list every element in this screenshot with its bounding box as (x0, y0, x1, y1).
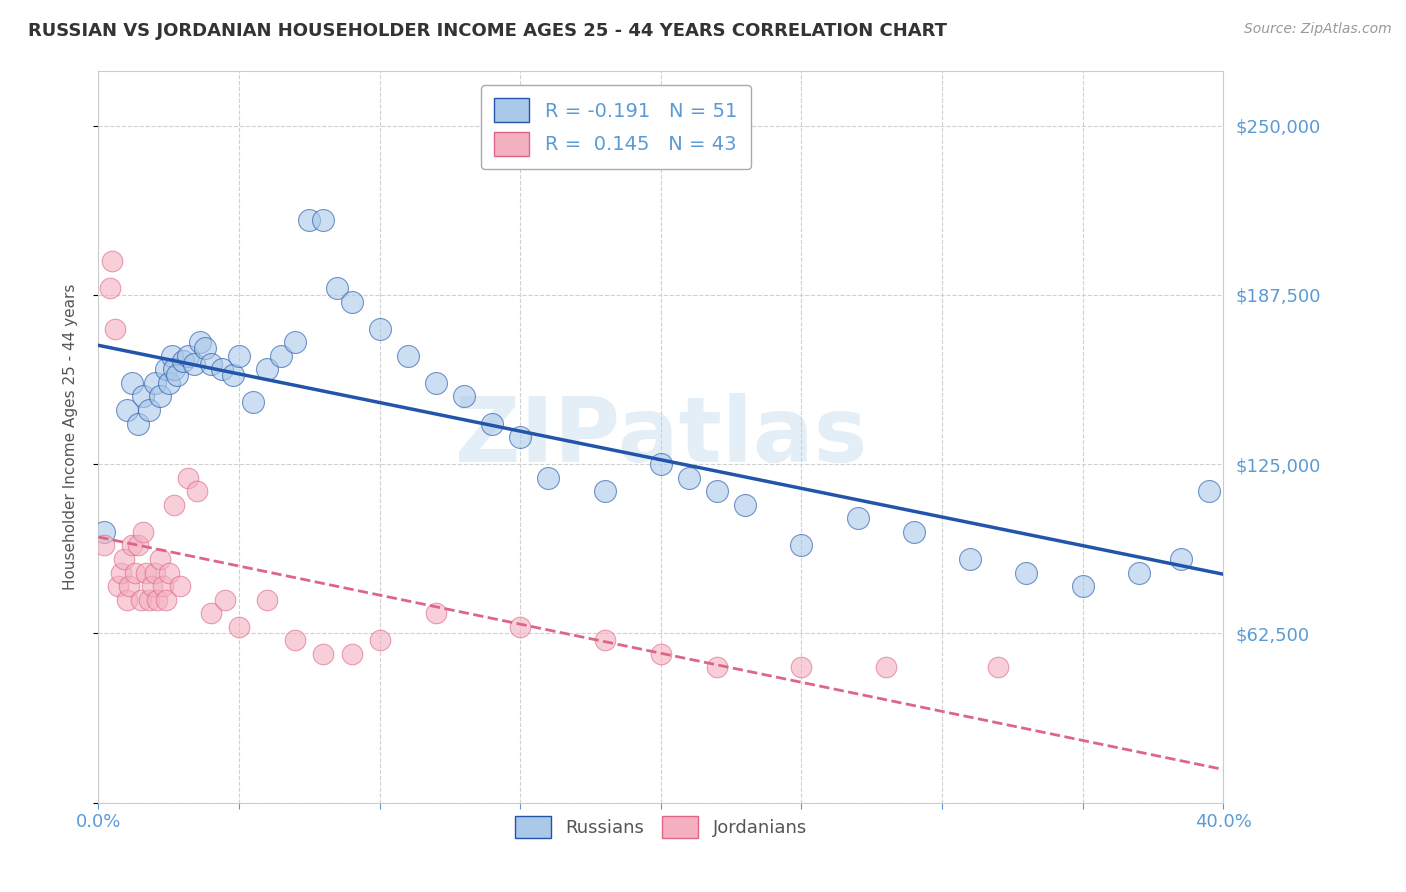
Point (1128, 566, 1150, 580)
Point (222, 368, 245, 382)
Point (340, 294, 363, 309)
Point (270, 349, 292, 363)
Point (298, 213, 321, 227)
Point (194, 341, 217, 355)
Point (112, 552, 135, 566)
Point (326, 281, 349, 295)
Point (146, 592, 169, 607)
Point (706, 484, 728, 499)
Text: Source: ZipAtlas.com: Source: ZipAtlas.com (1244, 22, 1392, 37)
Point (593, 484, 616, 499)
Point (903, 524, 925, 539)
Point (177, 349, 200, 363)
Point (211, 362, 233, 376)
Point (509, 620, 531, 634)
Point (129, 592, 152, 607)
Point (509, 430, 531, 444)
Point (149, 552, 172, 566)
Point (157, 566, 180, 580)
Point (93, 524, 115, 539)
Point (1015, 566, 1038, 580)
Point (157, 376, 180, 390)
Point (340, 647, 363, 661)
Point (200, 357, 222, 371)
Point (121, 376, 143, 390)
Point (143, 376, 166, 390)
Point (312, 213, 335, 227)
Point (790, 660, 813, 674)
Text: ZIPatlas: ZIPatlas (454, 393, 868, 481)
Point (115, 592, 138, 607)
Point (593, 633, 616, 648)
Point (132, 389, 155, 403)
Point (143, 566, 166, 580)
Y-axis label: Householder Income Ages 25 - 44 years: Householder Income Ages 25 - 44 years (63, 284, 77, 591)
Point (200, 606, 222, 620)
Point (256, 362, 278, 376)
Point (875, 660, 897, 674)
Point (124, 566, 146, 580)
Point (183, 357, 205, 371)
Point (284, 335, 307, 350)
Point (312, 647, 335, 661)
Point (115, 403, 138, 417)
Point (132, 524, 155, 539)
Point (959, 552, 981, 566)
Point (1071, 579, 1094, 593)
Point (214, 592, 236, 607)
Point (163, 362, 186, 376)
Point (242, 395, 264, 409)
Point (149, 389, 172, 403)
Point (155, 362, 177, 376)
Point (163, 498, 186, 512)
Point (453, 389, 475, 403)
Point (706, 660, 728, 674)
Point (987, 660, 1010, 674)
Point (152, 579, 174, 593)
Point (169, 579, 191, 593)
Point (135, 566, 157, 580)
Point (138, 592, 160, 607)
Point (101, 254, 124, 268)
Point (678, 471, 700, 485)
Point (650, 457, 672, 471)
Point (1170, 552, 1192, 566)
Point (177, 471, 200, 485)
Point (121, 538, 143, 552)
Point (734, 498, 756, 512)
Point (790, 538, 813, 552)
Point (188, 335, 211, 350)
Point (368, 633, 391, 648)
Point (141, 579, 163, 593)
Point (537, 471, 560, 485)
Point (256, 592, 278, 607)
Point (425, 376, 447, 390)
Point (1198, 484, 1220, 499)
Point (368, 322, 391, 336)
Point (166, 368, 188, 382)
Point (846, 511, 869, 525)
Point (481, 417, 503, 431)
Point (425, 606, 447, 620)
Point (138, 403, 160, 417)
Point (160, 349, 183, 363)
Point (284, 633, 307, 648)
Point (127, 417, 149, 431)
Point (110, 566, 132, 580)
Point (186, 484, 208, 499)
Point (396, 349, 419, 363)
Legend: Russians, Jordanians: Russians, Jordanians (508, 808, 814, 845)
Point (228, 620, 250, 634)
Text: RUSSIAN VS JORDANIAN HOUSEHOLDER INCOME AGES 25 - 44 YEARS CORRELATION CHART: RUSSIAN VS JORDANIAN HOUSEHOLDER INCOME … (28, 22, 948, 40)
Point (228, 349, 250, 363)
Point (650, 647, 672, 661)
Point (107, 579, 129, 593)
Point (104, 322, 127, 336)
Point (98, 281, 121, 295)
Point (93, 538, 115, 552)
Point (127, 538, 149, 552)
Point (118, 579, 141, 593)
Point (155, 592, 177, 607)
Point (172, 354, 194, 368)
